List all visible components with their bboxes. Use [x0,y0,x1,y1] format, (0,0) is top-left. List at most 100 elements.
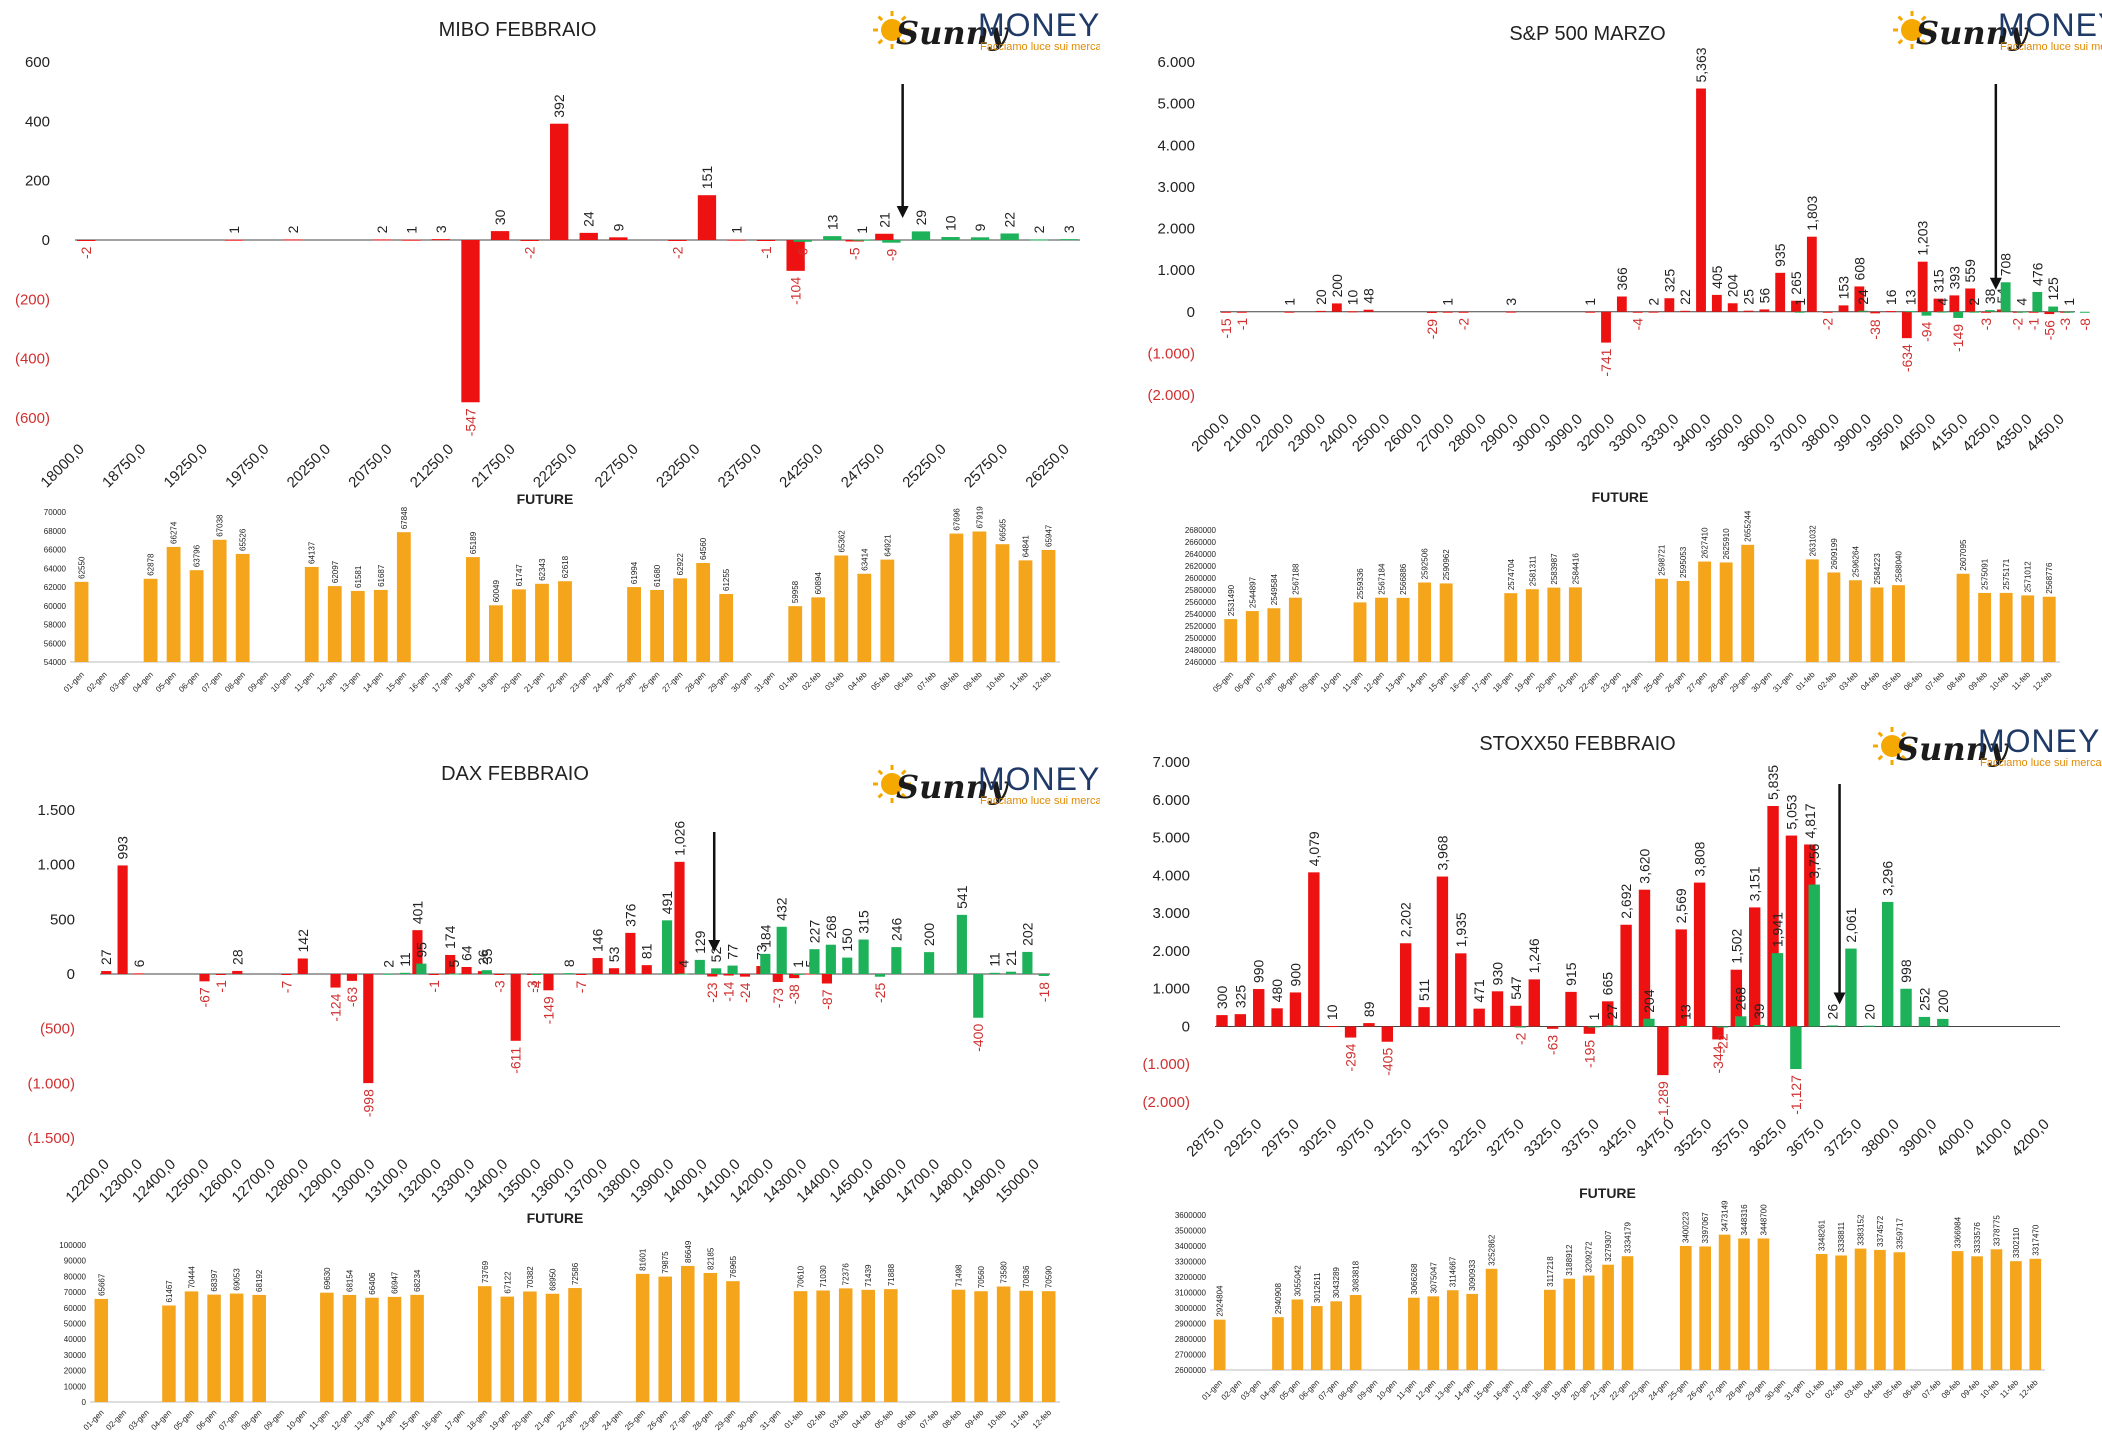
future-bar [166,546,181,662]
bar [1949,295,1960,312]
bar [1838,305,1849,312]
data-label: 11 [987,952,1003,967]
future-date-label: 01-feb [777,670,800,693]
y-tick-label: 400 [25,113,50,130]
future-bar [1582,1275,1595,1370]
bar [793,973,804,975]
future-date-label: 12-gen [315,670,339,694]
bar [1981,311,1991,313]
future-date-label: 24-gen [591,670,615,694]
future-bar [1396,597,1410,662]
y-tick-label: 2.000 [1157,221,1195,238]
data-label: 1 [2061,298,2077,306]
data-label: 24 [581,211,597,227]
future-date-label: 06-feb [1902,670,1925,693]
data-label: -15 [1218,318,1234,338]
data-label: 252 [1916,987,1932,1011]
data-label: 432 [774,897,790,921]
future-bar [681,1265,695,1402]
future-y-tick: 2640000 [1185,550,1217,559]
future-bar [1525,589,1539,662]
data-label: -3 [491,980,507,993]
y-tick-label: (1.000) [1142,1056,1190,1073]
future-value-label: 2588040 [1894,550,1903,582]
data-label: -634 [1899,344,1915,372]
y-tick-label: (600) [15,410,50,427]
data-label: 491 [659,891,675,915]
future-date-label: 27-gen [661,670,685,694]
bar [1491,991,1504,1027]
sun-ray [1877,754,1884,761]
data-label: -405 [1379,1048,1395,1076]
future-value-label: 3374572 [1876,1215,1885,1247]
data-label: 547 [1508,976,1524,1000]
bar [1854,286,1865,312]
data-label: 1,803 [1804,195,1820,230]
data-label: -73 [770,988,786,1008]
data-label: 401 [409,901,425,925]
bar [1030,239,1049,241]
future-bar [673,578,688,662]
future-bar [252,1294,266,1402]
future-bar [1439,583,1453,662]
data-label: 480 [1269,979,1285,1003]
x-tick-label: 4200,0 [2008,1116,2052,1160]
future-date-label: 03-feb [1843,1378,1866,1401]
future-date-label: 06-feb [892,670,915,693]
future-value-label: 2549584 [1270,574,1279,606]
data-label: -1 [758,246,774,259]
data-label: 56 [1756,288,1772,304]
data-label: 27 [1604,1004,1620,1020]
future-bar [726,1281,740,1402]
sun-ray [900,15,907,22]
bar [842,957,853,974]
bar [1937,311,1948,313]
bar [1514,1026,1526,1028]
data-label: 30 [492,209,508,225]
future-bar [1485,1268,1498,1370]
data-label: 268 [823,915,839,939]
bar [1620,924,1632,1027]
future-value-label: 3012611 [1313,1272,1322,1303]
dax-panel-svg: DAX FEBBRAIO 1.500 1.000 500 0 (500) (1.000) (1… [27,761,1100,1432]
x-tick-label: 3325,0 [1521,1116,1565,1160]
bar [711,968,722,974]
future-y-tick: 60000 [64,1304,87,1313]
future-value-label: 2631032 [1808,525,1817,557]
bar [1921,311,1932,316]
future-date-label: 07-feb [915,670,938,693]
x-tick-label: 20750,0 [345,441,395,491]
future-date-label: 12-feb [2017,1378,2040,1401]
data-label: -1 [2026,318,2042,331]
future-date-label: 19-gen [1550,1378,1574,1402]
future-date-label: 03-gen [1239,1378,1263,1402]
future-bar [1224,619,1238,662]
future-date-label: 09-feb [1967,670,1990,693]
bar [608,968,620,974]
future-bar [880,559,895,662]
sun-ray [1900,754,1907,761]
bar [852,239,872,241]
data-label: -149 [1950,324,1966,352]
future-bar [1719,562,1733,662]
x-tick-label: 3225,0 [1446,1116,1490,1160]
future-date-label: 23-gen [1599,670,1623,694]
bar [1863,1025,1876,1027]
future-value-label: 3366984 [1954,1216,1963,1248]
future-y-tick: 3100000 [1175,1289,1207,1298]
bar [1606,1025,1618,1027]
data-label: -38 [1867,319,1883,339]
future-title: FUTURE [527,1210,584,1226]
future-value-label: 2559336 [1356,568,1365,600]
future-date-label: 31-gen [1771,670,1795,694]
y-tick-label: (2.000) [1147,387,1195,404]
future-date-label: 10-gen [1319,670,1343,694]
future-value-label: 59958 [791,580,800,603]
future-date-label: 03-gen [108,670,132,694]
future-value-label: 61467 [165,1280,174,1303]
x-tick-label: 2975,0 [1258,1116,1302,1160]
future-bar [535,583,549,662]
future-value-label: 2598721 [1658,544,1667,576]
future-value-label: 65362 [837,530,846,553]
